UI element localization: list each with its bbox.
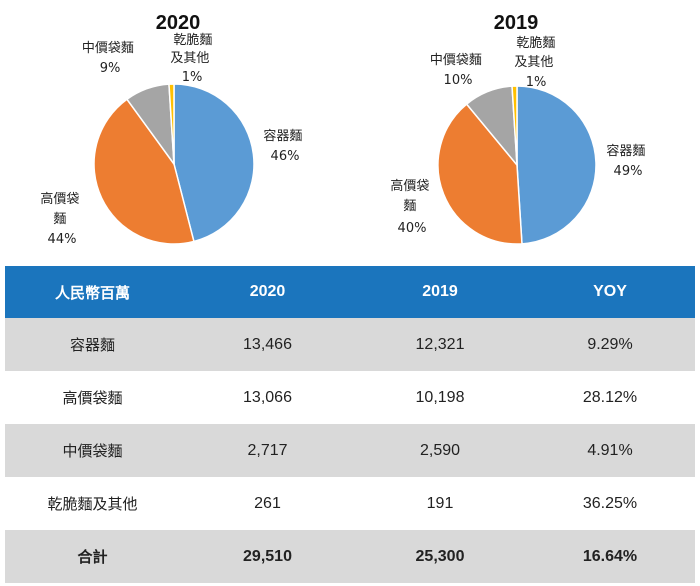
pie-slice-2020-cup: [173, 83, 255, 243]
row-value-2019: 191: [426, 494, 454, 512]
row-yoy: 4.91%: [587, 441, 633, 459]
row-value-2020: 261: [254, 494, 281, 512]
table-row: 高價袋麵 13,066 10,198 28.12%: [5, 371, 695, 424]
row-value-2020: 2,717: [247, 441, 288, 459]
pie-slice-2020-snack-other: [168, 83, 175, 165]
pie-slice-2019-snack-other: [511, 85, 518, 166]
total-value-2019: 25,300: [415, 547, 465, 565]
pie-title-2019: 2019: [494, 12, 539, 34]
table-row: 容器麵 13,466 12,321 9.29%: [5, 318, 695, 371]
table-row: 乾脆麵及其他 261 191 36.25%: [5, 477, 695, 530]
pie-slice-2019-high-bag: [437, 103, 523, 245]
revenue-table: 人民幣百萬 2020 2019 YOY 容器麵 13,466 12,321 9.…: [5, 266, 695, 583]
row-category: 乾脆麵及其他: [47, 495, 138, 513]
row-yoy: 9.29%: [587, 335, 633, 353]
row-value-2020: 13,066: [243, 388, 292, 406]
label-2020-mid-bag: 中價袋麵 9%: [82, 41, 138, 76]
label-2019-mid-bag: 中價袋麵 10%: [430, 53, 486, 88]
total-label: 合計: [77, 548, 108, 566]
row-category: 中價袋麵: [62, 442, 123, 460]
pie-slice-2020-high-bag: [93, 98, 195, 245]
row-value-2019: 2,590: [419, 441, 461, 459]
pie-chart-2020: 2020 中價袋麵 9% 乾脆麵 及其他 1% 容器麵 46% 高價袋 麵 44…: [40, 12, 306, 247]
row-yoy: 36.25%: [582, 494, 638, 512]
table-header-row: 人民幣百萬 2020 2019 YOY: [5, 266, 695, 318]
label-2020-high-bag: 高價袋 麵 44%: [40, 191, 83, 247]
label-2019-cup: 容器麵 49%: [606, 143, 649, 179]
header-2019: 2019: [422, 283, 458, 300]
header-yoy: YOY: [593, 283, 627, 300]
row-value-2019: 10,198: [415, 388, 465, 406]
label-2019-high-bag: 高價袋 麵 40%: [390, 178, 433, 236]
table-total-row: 合計 29,510 25,300 16.64%: [5, 530, 695, 583]
pie-slice-2019-cup: [516, 85, 597, 245]
table-row: 中價袋麵 2,717 2,590 4.91%: [5, 424, 695, 477]
label-2020-snack-other: 乾脆麵 及其他 1%: [170, 32, 216, 85]
pie-title-2020: 2020: [156, 12, 201, 34]
pie-chart-2019: 2019 中價袋麵 10% 乾脆麵 及其他 1% 容器麵 49% 高價袋 麵 4…: [390, 12, 649, 245]
row-category: 容器麵: [69, 336, 115, 354]
row-value-2019: 12,321: [415, 335, 465, 353]
row-yoy: 28.12%: [582, 388, 638, 406]
total-yoy: 16.64%: [582, 547, 638, 565]
total-value-2020: 29,510: [243, 547, 292, 565]
row-value-2020: 13,466: [243, 335, 292, 353]
label-2020-cup: 容器麵 46%: [263, 128, 306, 164]
header-2020: 2020: [249, 283, 286, 300]
pie-charts-area: 2020 中價袋麵 9% 乾脆麵 及其他 1% 容器麵 46% 高價袋 麵 44…: [40, 12, 649, 247]
label-2019-snack-other: 乾脆麵 及其他 1%: [514, 35, 559, 90]
header-unit: 人民幣百萬: [54, 283, 130, 302]
row-category: 高價袋麵: [62, 389, 123, 407]
